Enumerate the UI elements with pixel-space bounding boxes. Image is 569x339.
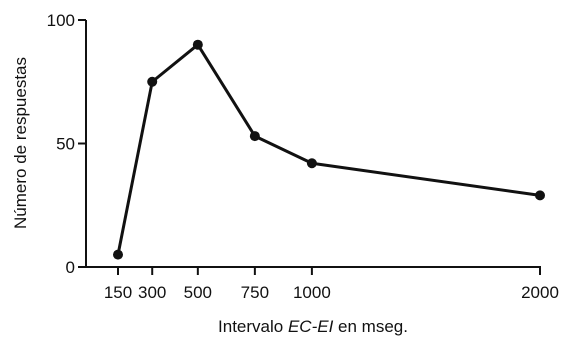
series-line-0 bbox=[116, 43, 541, 255]
x-tick-label-2000: 2000 bbox=[521, 283, 559, 302]
data-point-150 bbox=[113, 249, 123, 260]
data-point-500 bbox=[192, 39, 203, 50]
x-tick-label-300: 300 bbox=[138, 283, 166, 302]
x-axis-title-part-1: Intervalo bbox=[218, 317, 288, 336]
x-tick-label-1000: 1000 bbox=[293, 283, 331, 302]
data-point-750 bbox=[249, 131, 260, 142]
x-axis-title: Intervalo EC-EI en mseg. bbox=[218, 317, 408, 336]
x-tick-label-750: 750 bbox=[241, 283, 269, 302]
y-ticks: 0 50 100 bbox=[47, 11, 86, 277]
data-point-1000 bbox=[306, 158, 317, 169]
x-tick-label-150: 150 bbox=[104, 283, 132, 302]
series bbox=[113, 39, 545, 260]
y-axis-title: Número de respuestas bbox=[11, 57, 30, 229]
data-point-300 bbox=[147, 76, 158, 87]
x-axis-title-part-2: EC-EI bbox=[288, 317, 334, 336]
y-tick-label-0: 0 bbox=[66, 258, 75, 277]
x-axis-title-part-3: en mseg. bbox=[333, 317, 408, 336]
y-tick-label-100: 100 bbox=[47, 11, 75, 30]
data-point-2000 bbox=[535, 190, 545, 201]
axes bbox=[85, 20, 541, 268]
x-ticks: 150 300 500 750 1000 2000 bbox=[104, 267, 559, 302]
y-tick-label-50: 50 bbox=[56, 135, 75, 154]
x-tick-label-500: 500 bbox=[184, 283, 212, 302]
